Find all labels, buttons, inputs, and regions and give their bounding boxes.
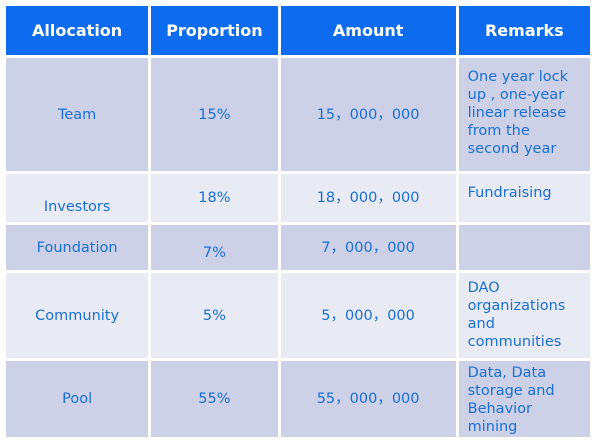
- proportion-cell: 18%: [151, 174, 278, 222]
- amount-cell: 5，000，000: [280, 273, 456, 358]
- remarks-cell: One year lock up , one-year linear relea…: [458, 58, 591, 171]
- remarks-cell: [458, 225, 591, 270]
- amount-cell: 55，000，000: [280, 361, 456, 437]
- allocation-cell: Community: [6, 273, 149, 358]
- amount-cell: 18，000，000: [280, 174, 456, 222]
- header-allocation: Allocation: [6, 6, 149, 55]
- amount-cell: 15，000，000: [280, 58, 456, 171]
- allocation-cell: Team: [6, 58, 149, 171]
- allocation-cell: Pool: [6, 361, 149, 437]
- table-row: Foundation 7% 7，000，000: [6, 225, 591, 270]
- table-row: Pool 55% 55，000，000 Data, Data storage a…: [6, 361, 591, 437]
- header-amount: Amount: [280, 6, 456, 55]
- allocation-cell: Investors: [6, 174, 149, 222]
- table-row: Investors 18% 18，000，000 Fundraising: [6, 174, 591, 222]
- allocation-cell: Foundation: [6, 225, 149, 270]
- header-proportion: Proportion: [151, 6, 278, 55]
- remarks-cell: Data, Data storage and Behavior mining: [458, 361, 591, 437]
- table-header-row: Allocation Proportion Amount Remarks: [6, 6, 590, 55]
- table-row: Team 15% 15，000，000 One year lock up , o…: [6, 58, 591, 171]
- proportion-cell: 7%: [151, 225, 278, 270]
- remarks-cell: Fundraising: [458, 174, 591, 222]
- proportion-cell: 15%: [151, 58, 278, 171]
- amount-cell: 7，000，000: [280, 225, 456, 270]
- allocation-table: Allocation Proportion Amount Remarks Tea…: [6, 6, 591, 440]
- header-remarks: Remarks: [458, 6, 590, 55]
- remarks-cell: DAO organizations and communities: [458, 273, 591, 358]
- table-row: Community 5% 5，000，000 DAO organizations…: [6, 273, 591, 358]
- proportion-cell: 55%: [151, 361, 278, 437]
- proportion-cell: 5%: [151, 273, 278, 358]
